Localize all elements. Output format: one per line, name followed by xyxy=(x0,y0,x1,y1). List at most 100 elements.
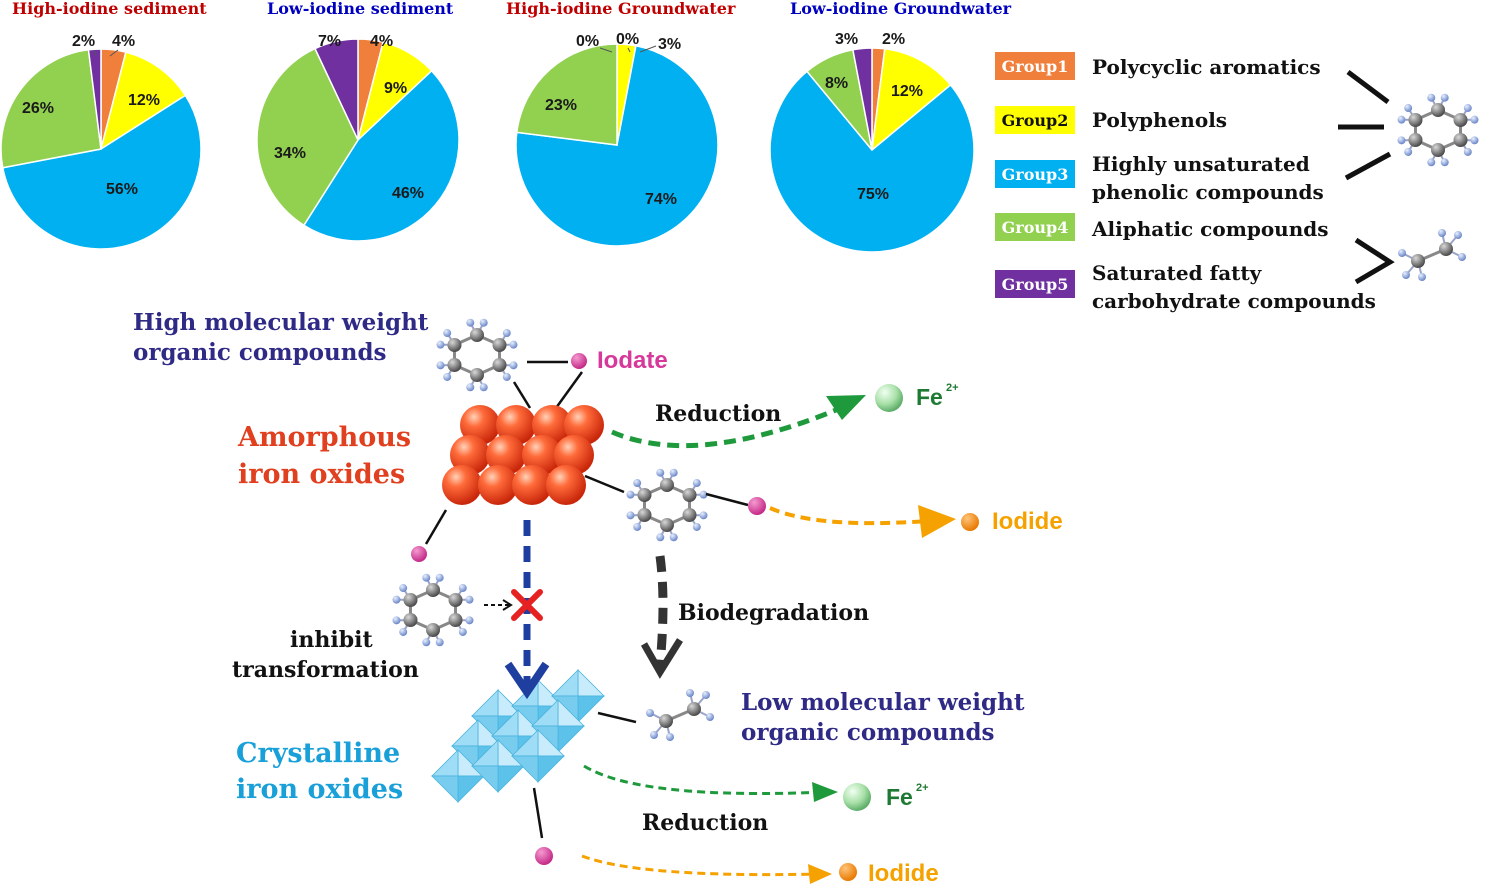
legend-swatch-group3 xyxy=(995,160,1075,188)
amorphous-label-line2: iron oxides xyxy=(238,459,405,490)
pie0-label-group1: 4% xyxy=(112,33,135,50)
octahedron-face xyxy=(431,775,459,803)
pie1-label-group3: 46% xyxy=(392,185,424,202)
slice-group3 xyxy=(1,94,202,250)
slice-group2 xyxy=(871,47,952,152)
iron-oxide-sphere xyxy=(442,465,482,505)
legend-text-group5-line1: Saturated fatty xyxy=(1092,261,1263,285)
pie2-label-group3: 74% xyxy=(645,191,677,208)
pie3-label-group1: 2% xyxy=(882,31,905,48)
legend-swatch-group2 xyxy=(995,106,1075,134)
pie-chart-low-sediment xyxy=(256,38,460,242)
slice-group4 xyxy=(0,48,102,169)
pie2-label-group4: 23% xyxy=(545,97,577,114)
iron-oxide-sphere xyxy=(450,435,490,475)
pie2-label-group1: 0% xyxy=(576,33,599,50)
slice-group4 xyxy=(256,47,359,227)
legend-text-group3-line1: Highly unsaturated xyxy=(1092,152,1310,176)
crystalline-label-line1: Crystalline xyxy=(236,738,400,769)
iodide-label-bottom: Iodide xyxy=(868,860,939,886)
iron-oxide-sphere xyxy=(512,465,552,505)
pie0-label-group2: 12% xyxy=(128,92,160,109)
octahedron-face xyxy=(497,765,525,793)
reduction-arrow-top xyxy=(611,395,866,449)
iodine-atom-icon xyxy=(411,546,427,562)
pie1-label-group5: 7% xyxy=(318,33,341,50)
crystalline-iron-oxide-lattice xyxy=(431,669,605,803)
legend-swatch-group5 xyxy=(995,270,1075,298)
iodine-atom-icon xyxy=(748,497,766,515)
pie-chart-low-groundwater xyxy=(769,47,975,253)
amorphous-iron-oxide-cluster xyxy=(442,405,604,505)
iron-oxide-sphere xyxy=(554,435,594,475)
cyclic-molecule-icon xyxy=(436,318,518,392)
legend-tag-group5: Group5 xyxy=(1002,275,1069,294)
pie1-label-group4: 34% xyxy=(274,145,306,162)
pie3-label-group4: 8% xyxy=(825,75,848,92)
legend-tag-group3: Group3 xyxy=(1002,165,1069,184)
fe-charge-bottom: 2+ xyxy=(916,782,929,794)
pie-chart-high-groundwater xyxy=(515,43,719,247)
reduction-arrow-bottom xyxy=(583,764,838,802)
pie0-label-group3: 56% xyxy=(106,181,138,198)
slice-group3 xyxy=(302,69,460,242)
octahedron-face xyxy=(551,669,579,697)
pie-title-low-groundwater: Low-iodine Groundwater xyxy=(790,0,1012,18)
octahedron-face xyxy=(457,775,485,803)
inhibit-arrow xyxy=(484,599,513,611)
legend-text-group4: Aliphatic compounds xyxy=(1091,217,1329,241)
inhibit-cross-icon xyxy=(511,589,543,621)
octahedron-face xyxy=(577,669,605,697)
legend-tag-group4: Group4 xyxy=(1002,218,1069,237)
legend-swatch-group1 xyxy=(995,52,1075,80)
slice-group5 xyxy=(314,38,359,141)
octahedron-face xyxy=(431,749,459,777)
iodide-atom-icon xyxy=(839,863,857,881)
slice-group3 xyxy=(769,70,975,253)
amorphous-label-line1: Amorphous xyxy=(237,422,411,453)
slice-group4 xyxy=(515,43,618,146)
legend-brackets xyxy=(1338,70,1395,285)
legend-text-group5-line2: carbohydrate compounds xyxy=(1092,289,1376,313)
fe-label-top: Fe xyxy=(916,384,943,410)
pie0-label-group4: 26% xyxy=(22,100,54,117)
iodide-atom-icon xyxy=(961,513,979,531)
pie3-label-group5: 3% xyxy=(835,31,858,48)
pie1-label-group2: 9% xyxy=(384,80,407,97)
low-mw-label-line2: organic compounds xyxy=(741,719,995,746)
octahedron-face xyxy=(511,755,539,783)
iodide-label-mid: Iodide xyxy=(992,508,1063,535)
legend-text-group2: Polyphenols xyxy=(1092,108,1227,132)
slice-group3 xyxy=(515,44,719,247)
iron-oxide-sphere xyxy=(546,465,586,505)
biodegradation-label: Biodegradation xyxy=(678,600,869,626)
slice-group5 xyxy=(852,47,873,151)
connector-lines xyxy=(424,360,749,839)
octahedron-face xyxy=(577,695,605,723)
legend-tag-group2: Group2 xyxy=(1002,111,1069,130)
iodide-arrow-mid xyxy=(769,505,956,538)
reduction-label-top: Reduction xyxy=(655,401,781,427)
octahedron-face xyxy=(557,725,585,753)
high-mw-label-line2: organic compounds xyxy=(133,339,387,366)
legend: Group1 Polycyclic aromatics Group2 Polyp… xyxy=(995,52,1376,313)
pie2-label-group5: 0% xyxy=(616,31,639,48)
reduction-label-bottom: Reduction xyxy=(642,810,768,836)
iron-oxide-sphere xyxy=(486,435,526,475)
inhibit-label-line1: inhibit xyxy=(290,627,373,653)
aliphatic-molecule-icon xyxy=(646,689,714,741)
iodate-atom-icon xyxy=(571,353,587,369)
pie-title-high-sediment: High-iodine sediment xyxy=(12,0,207,18)
biodegradation-arrow xyxy=(640,555,683,679)
cyclic-molecule-icon xyxy=(392,573,474,647)
legend-text-group3-line2: phenolic compounds xyxy=(1092,180,1324,204)
legend-tag-group1: Group1 xyxy=(1002,57,1069,76)
inhibit-label-line2: transformation xyxy=(232,657,419,683)
octahedron-face xyxy=(537,755,565,783)
high-mw-label-line1: High molecular weight xyxy=(133,309,429,336)
legend-swatch-group4 xyxy=(995,213,1075,241)
pie0-label-group5: 2% xyxy=(72,33,95,50)
octahedron-face xyxy=(471,765,499,793)
pie1-label-group1: 4% xyxy=(370,33,393,50)
